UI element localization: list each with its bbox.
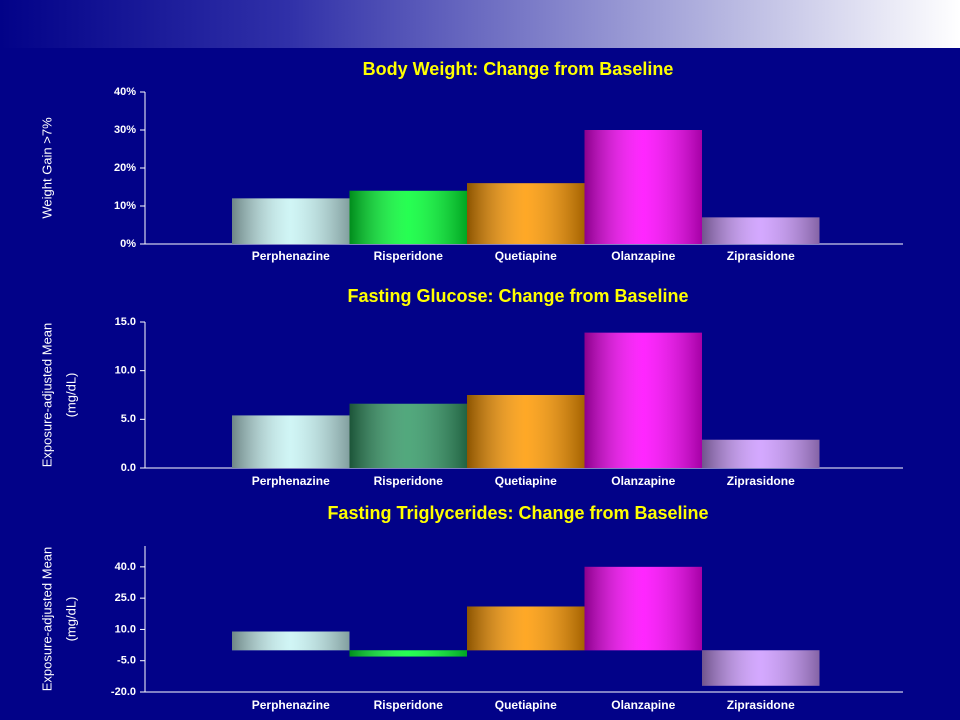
x-tick-label: Risperidone (374, 474, 444, 488)
y-tick-label: -5.0 (117, 655, 136, 667)
bar-shade (349, 403, 467, 468)
chart-title: Fasting Triglycerides: Change from Basel… (327, 503, 708, 523)
banner (0, 0, 960, 48)
bar-shade (584, 332, 702, 468)
x-tick-label: Quetiapine (495, 698, 557, 712)
x-tick-label: Risperidone (374, 698, 444, 712)
y-axis-label: Exposure-adjusted Mean (39, 547, 54, 692)
y-tick-label: 40% (114, 86, 136, 98)
x-tick-label: Ziprasidone (727, 474, 795, 488)
chart-title: Fasting Glucose: Change from Baseline (347, 286, 688, 306)
y-tick-label: -20.0 (111, 686, 136, 698)
bar-shade (232, 198, 350, 244)
x-tick-label: Olanzapine (611, 249, 675, 263)
y-tick-label: 10% (114, 200, 136, 212)
y-tick-label: 5.0 (121, 413, 136, 425)
y-tick-label: 0% (120, 238, 136, 250)
bar-shade (467, 606, 585, 651)
x-tick-label: Olanzapine (611, 474, 675, 488)
bar-shade (232, 415, 350, 468)
x-tick-label: Ziprasidone (727, 249, 795, 263)
y-axis-label: Exposure-adjusted Mean (39, 323, 54, 468)
bar-shade (702, 217, 820, 244)
x-tick-label: Ziprasidone (727, 698, 795, 712)
bar-shade (349, 650, 467, 657)
y-axis-label: Weight Gain >7% (39, 117, 54, 219)
x-tick-label: Risperidone (374, 249, 444, 263)
x-tick-label: Quetiapine (495, 474, 557, 488)
bar-shade (584, 130, 702, 244)
x-tick-label: Perphenazine (252, 474, 330, 488)
y-tick-label: 25.0 (115, 592, 136, 604)
y-tick-label: 40.0 (115, 561, 136, 573)
bar-shade (232, 631, 350, 651)
bar-shade (702, 439, 820, 468)
bar-shade (467, 183, 585, 244)
x-tick-label: Quetiapine (495, 249, 557, 263)
y-tick-label: 10.0 (115, 623, 136, 635)
x-tick-label: Perphenazine (252, 249, 330, 263)
x-tick-label: Olanzapine (611, 698, 675, 712)
bar-shade (467, 395, 585, 468)
y-axis-label: (mg/dL) (63, 597, 78, 642)
y-tick-label: 20% (114, 162, 136, 174)
bar-shade (584, 566, 702, 651)
x-tick-label: Perphenazine (252, 698, 330, 712)
y-tick-label: 10.0 (115, 365, 136, 377)
bar-shade (702, 650, 820, 686)
y-tick-label: 15.0 (115, 316, 136, 328)
bar-shade (349, 190, 467, 244)
y-axis-label: (mg/dL) (63, 373, 78, 418)
y-tick-label: 30% (114, 124, 136, 136)
chart-title: Body Weight: Change from Baseline (363, 59, 674, 79)
y-tick-label: 0.0 (121, 462, 136, 474)
